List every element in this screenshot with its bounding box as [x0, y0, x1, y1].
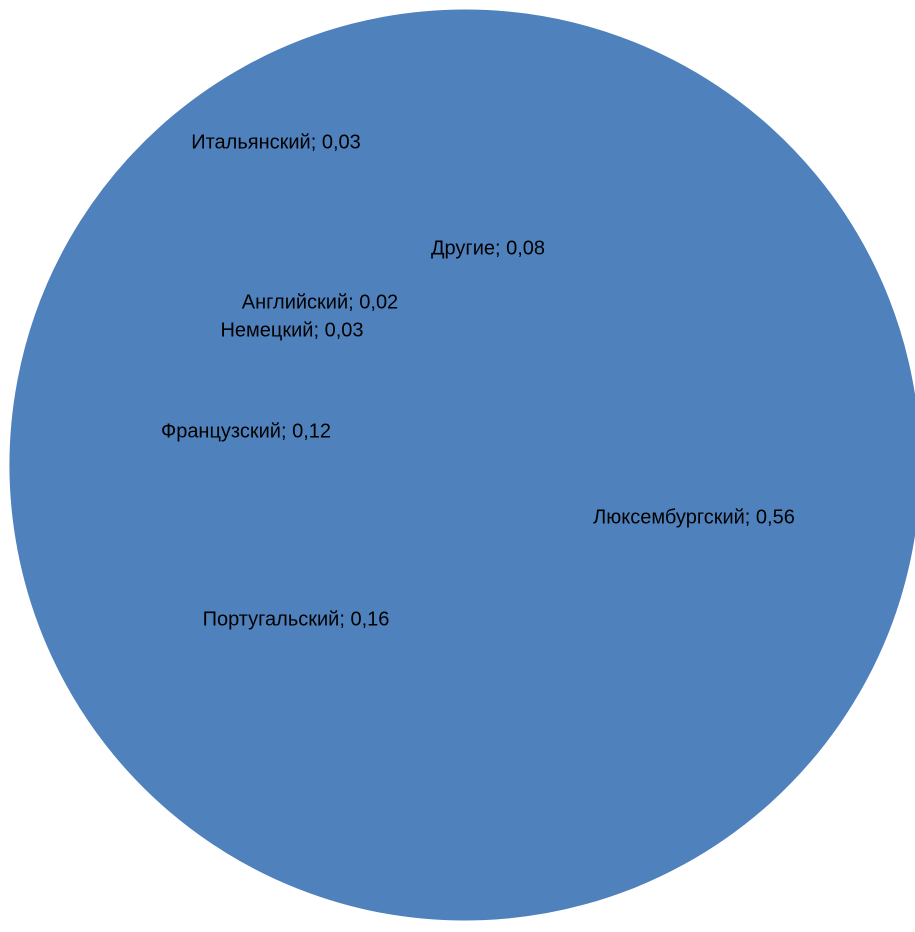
slice-data-label: Итальянский; 0,03: [191, 131, 361, 153]
slice-data-label: Люксембургский; 0,56: [593, 506, 795, 528]
slice-data-label: Французский; 0,12: [161, 420, 331, 442]
slice-data-label: Немецкий; 0,03: [220, 319, 363, 341]
slice-data-label: Португальский; 0,16: [203, 608, 390, 630]
slices-layer: [10, 10, 915, 920]
slice-data-label: Другие; 0,08: [431, 237, 545, 259]
slice-data-label: Английский; 0,02: [242, 291, 398, 313]
